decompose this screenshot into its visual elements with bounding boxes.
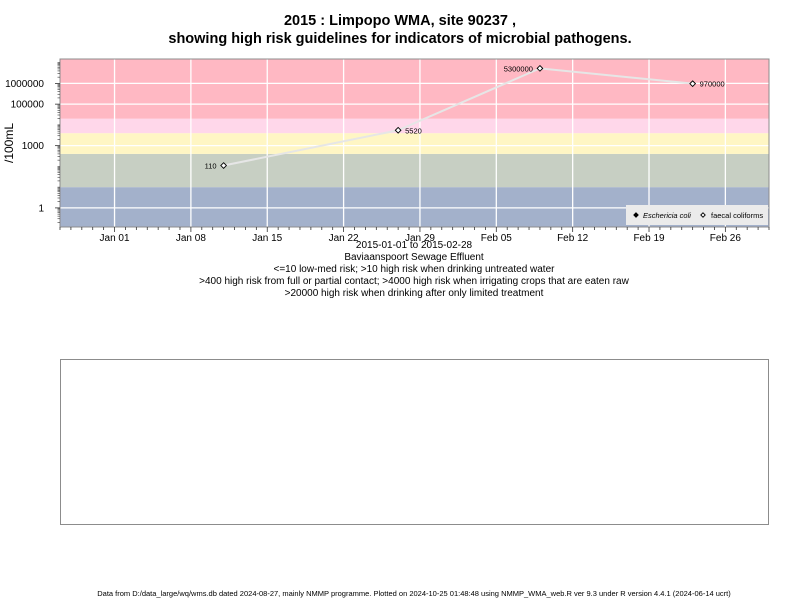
risk-band-4 (60, 59, 769, 119)
data-label-2: 5300000 (504, 64, 533, 73)
y-axis-label: /100mL (2, 123, 16, 163)
legend-label-faecal-coliforms: faecal coliforms (711, 211, 763, 220)
subtitle-site-name: Baviaanspoort Sewage Effluent (344, 252, 484, 263)
legend-box (626, 205, 768, 225)
x-tick-label-8: Feb 26 (710, 233, 742, 244)
legend-marker-faecal-coliforms (700, 212, 706, 218)
subtitle-guideline-3: >20000 high risk when drinking after onl… (284, 288, 544, 299)
grid-lines (60, 59, 769, 227)
data-point-3 (689, 80, 697, 88)
chart-title-line-2: showing high risk guidelines for indicat… (168, 31, 632, 47)
risk-band-2 (60, 133, 769, 154)
y-tick-label-1: 1000 (22, 141, 45, 152)
legend-marker-ecoli (633, 212, 639, 218)
axes: Jan 01 Jan 08 Jan 15 Jan 22 Jan 29 Feb 05 Feb … (2, 58, 770, 244)
subtitle-guideline-2: >400 high risk from full or partial cont… (199, 276, 629, 287)
data-series: 110 5520 5300000 970000 (205, 64, 725, 170)
x-tick-label-4: Jan 29 (405, 233, 435, 244)
risk-bands (60, 59, 769, 227)
data-label-3: 970000 (700, 80, 725, 89)
series-line-0 (223, 67, 693, 167)
risk-band-1 (60, 153, 769, 188)
data-point-1 (394, 126, 402, 134)
data-label-1: 5520 (405, 126, 422, 135)
risk-band-3 (60, 118, 769, 134)
subtitle-guideline-1: <=10 low-med risk; >10 high risk when dr… (273, 264, 555, 275)
subtitle-date-range: 2015-01-01 to 2015-02-28 (355, 240, 473, 251)
data-point-0 (220, 162, 228, 169)
x-tick-label-7: Feb 19 (633, 233, 665, 244)
x-tick-label-3: Jan 22 (329, 233, 359, 244)
legend: Eschericia coli faecal coliforms (626, 205, 768, 225)
legend-label-ecoli: Eschericia coli (643, 211, 691, 220)
data-point-2 (536, 64, 544, 72)
footer-note: Data from D:/data_large/wq/wms.db dated … (97, 589, 731, 598)
x-tick-label-2: Jan 15 (252, 233, 282, 244)
x-tick-label-0: Jan 01 (100, 233, 130, 244)
y-tick-label-3: 1000000 (5, 79, 44, 90)
empty-plot-panel (60, 359, 769, 525)
y-tick-label-0: 1 (38, 203, 44, 214)
data-label-0: 110 (205, 162, 217, 171)
x-tick-label-1: Jan 08 (176, 233, 206, 244)
y-tick-label-2: 100000 (11, 100, 45, 111)
chart-title-line-1: 2015 : Limpopo WMA, site 90237 , (283, 13, 517, 29)
x-tick-label-5: Feb 05 (481, 233, 513, 244)
x-tick-label-6: Feb 12 (557, 233, 589, 244)
plot-border (59, 58, 770, 228)
